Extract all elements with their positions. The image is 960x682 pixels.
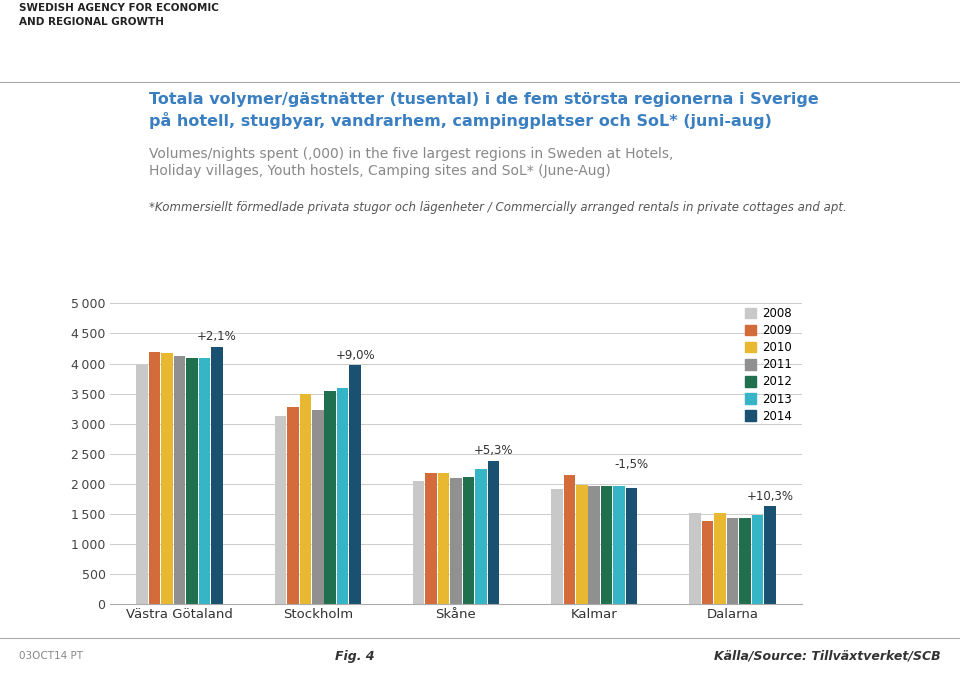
Bar [337,387,348,604]
Bar [149,351,160,604]
Bar [626,488,637,604]
Bar [576,485,588,604]
Bar [275,416,286,604]
Text: Volumes/nights spent (,000) in the five largest regions in Sweden at Hotels,
Hol: Volumes/nights spent (,000) in the five … [149,147,673,179]
Bar [488,461,499,604]
Bar [186,357,198,604]
Bar [324,391,336,604]
Bar [413,481,424,604]
Bar [764,506,776,604]
Bar [739,518,751,604]
Text: +10,3%: +10,3% [746,490,793,503]
Bar [564,475,575,604]
Text: Källa/Source: Tillväxtverket/SCB: Källa/Source: Tillväxtverket/SCB [714,649,941,663]
Bar [450,478,462,604]
Bar [714,513,726,604]
Bar [199,357,210,604]
Text: +5,3%: +5,3% [473,445,513,458]
Text: 03OCT14 PT: 03OCT14 PT [19,651,84,661]
Bar [727,518,738,604]
Text: Totala volymer/gästnätter (tusental) i de fem största regionerna i Sverige
på ho: Totala volymer/gästnätter (tusental) i d… [149,92,819,129]
Bar [425,473,437,604]
Bar [752,516,763,604]
Bar [438,473,449,604]
Bar [613,486,625,604]
Bar [312,411,324,604]
Bar [588,486,600,604]
Bar [211,346,223,604]
Bar [601,486,612,604]
Bar [551,489,563,604]
Bar [702,521,713,604]
Legend: 2008, 2009, 2010, 2011, 2012, 2013, 2014: 2008, 2009, 2010, 2011, 2012, 2013, 2014 [741,303,796,426]
Bar [475,469,487,604]
Bar [161,353,173,604]
Bar [174,356,185,604]
Text: -1,5%: -1,5% [614,458,649,471]
Bar [300,394,311,604]
Text: +9,0%: +9,0% [335,349,375,362]
Text: Fig. 4: Fig. 4 [335,649,375,663]
Text: +2,1%: +2,1% [197,330,237,344]
Text: SWEDISH AGENCY FOR ECONOMIC
AND REGIONAL GROWTH: SWEDISH AGENCY FOR ECONOMIC AND REGIONAL… [19,3,219,27]
Bar [463,477,474,604]
Bar [689,513,701,604]
Bar [349,366,361,604]
Bar [287,406,299,604]
Bar [136,365,148,604]
Text: *Kommersiellt förmedlade privata stugor och lägenheter / Commercially arranged r: *Kommersiellt förmedlade privata stugor … [149,201,847,214]
